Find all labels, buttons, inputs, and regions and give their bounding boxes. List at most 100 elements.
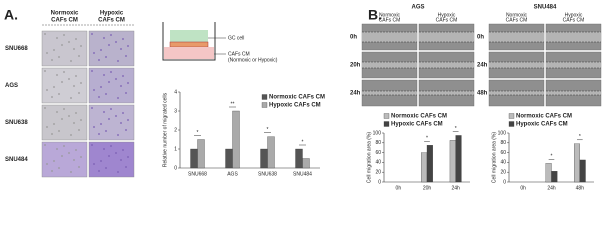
column-header: CAFs CM: [436, 17, 458, 23]
cell-speck: [103, 148, 105, 150]
y-tick-label: 80: [375, 140, 381, 146]
bar: [260, 148, 268, 169]
cell-speck: [105, 93, 107, 95]
x-tick-label: 48h: [576, 185, 585, 191]
cell-speck: [61, 44, 63, 46]
cell-speck: [93, 52, 95, 54]
cell-speck: [117, 97, 119, 99]
cell-speck: [117, 60, 119, 62]
cell-speck: [51, 133, 53, 135]
row-label: SNU638: [5, 120, 28, 126]
cell-speck: [125, 92, 127, 94]
cell-speck: [61, 155, 63, 157]
cell-speck: [127, 156, 129, 158]
bar: [232, 110, 240, 169]
cell-speck: [58, 130, 60, 132]
cell-speck: [78, 129, 80, 131]
y-tick-label: 4: [174, 89, 177, 95]
wound-gap: [546, 32, 601, 42]
y-tick-label: 3: [174, 108, 177, 114]
cell-speck: [46, 163, 48, 165]
cell-speck: [115, 152, 117, 154]
cell-speck: [105, 130, 107, 132]
cell-speck: [46, 52, 48, 54]
cell-speck: [110, 108, 112, 110]
cell-speck: [68, 115, 70, 117]
significance-label: *: [426, 136, 428, 142]
cell-speck: [103, 37, 105, 39]
y-tick-label: 40: [375, 160, 381, 166]
wound-title: AGS: [411, 5, 424, 11]
cell-speck: [58, 93, 60, 95]
cell-speck: [73, 122, 75, 124]
cell-speck: [80, 156, 82, 158]
cell-speck: [56, 37, 58, 39]
cell-speck: [44, 70, 46, 72]
legend-swatch: [508, 121, 515, 127]
column-header: Normoxic: [379, 12, 401, 18]
cell-speck: [53, 86, 55, 88]
diagram-label: GC cell: [228, 35, 244, 41]
cell-speck: [127, 119, 129, 121]
column-header: Normoxic: [51, 11, 79, 17]
cell-speck: [68, 78, 70, 80]
cell-speck: [68, 152, 70, 154]
wound-gap: [489, 32, 544, 42]
bar: [426, 145, 433, 183]
x-tick-label: 0h: [396, 185, 402, 191]
significance-label: *: [551, 154, 553, 160]
row-label: AGS: [5, 83, 18, 89]
micrograph: [41, 104, 88, 141]
y-tick-label: 60: [375, 150, 381, 156]
row-label: 24h: [477, 63, 488, 69]
legend-label: Normoxic CAFs CM: [516, 114, 572, 120]
legend-swatch: [261, 102, 268, 108]
cell-speck: [70, 60, 72, 62]
y-tick-label: 60: [500, 150, 506, 156]
micrograph: [41, 30, 88, 67]
y-axis-title: Cell migration area (%): [491, 132, 497, 183]
cell-speck: [80, 119, 82, 121]
cell-speck: [100, 123, 102, 125]
wound-title: SNU484: [534, 5, 557, 11]
micrograph: [88, 104, 135, 141]
cell-speck: [125, 129, 127, 131]
y-tick-label: 2: [174, 127, 177, 133]
cell-speck: [115, 78, 117, 80]
cell-speck: [46, 89, 48, 91]
cell-speck: [122, 112, 124, 114]
cell-speck: [70, 171, 72, 173]
cell-speck: [115, 115, 117, 117]
cell-speck: [80, 45, 82, 47]
bar: [551, 171, 558, 183]
y-tick-label: 20: [500, 170, 506, 176]
wound-gap: [362, 32, 417, 42]
diagram-label: CAFs CM: [228, 51, 250, 57]
y-tick-label: 80: [500, 140, 506, 146]
y-tick-label: 100: [373, 130, 382, 136]
medium: [164, 47, 214, 59]
y-tick-label: 0: [378, 179, 381, 185]
y-tick-label: 100: [498, 130, 507, 136]
cell-speck: [98, 96, 100, 98]
legend-swatch: [508, 113, 515, 119]
bar: [421, 152, 428, 183]
y-tick-label: 0: [503, 179, 506, 185]
cell-speck: [91, 70, 93, 72]
cell-speck: [117, 134, 119, 136]
row-label: 0h: [350, 35, 357, 41]
wound-gap: [362, 62, 417, 68]
significance-label: *: [267, 127, 269, 133]
significance-label: *: [302, 139, 304, 145]
cell-speck: [58, 167, 60, 169]
cell-speck: [46, 126, 48, 128]
cell-speck: [103, 74, 105, 76]
cell-speck: [61, 118, 63, 120]
cell-speck: [115, 41, 117, 43]
column-header: CAFs CM: [563, 17, 585, 23]
cell-speck: [100, 86, 102, 88]
cell-speck: [53, 49, 55, 51]
y-axis-title: Cell migration area (%): [366, 132, 372, 183]
cell-speck: [70, 97, 72, 99]
cell-speck: [51, 170, 53, 172]
